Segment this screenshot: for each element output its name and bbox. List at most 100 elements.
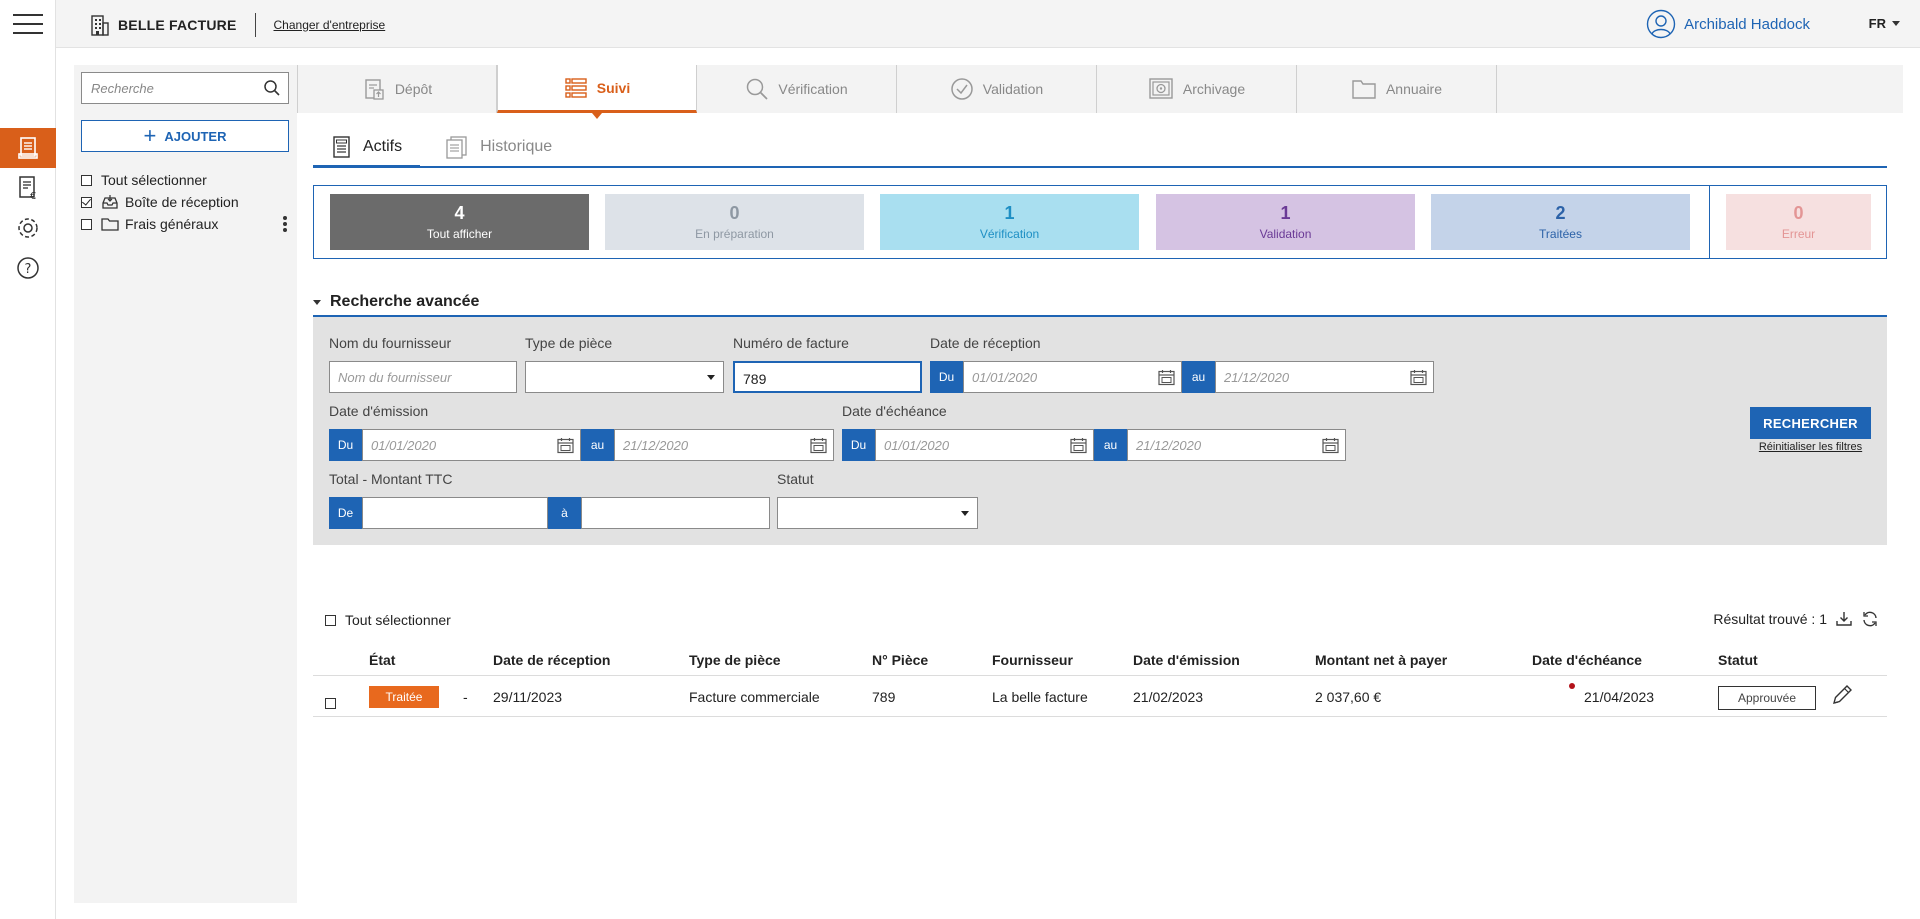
calendar-icon[interactable] [557,437,574,454]
inbox-icon [101,194,119,210]
more-options-icon[interactable] [283,216,287,234]
tab-suivi[interactable]: Suivi [497,65,697,119]
supplier-input[interactable]: Nom du fournisseur [329,361,517,393]
col-due-date[interactable]: Date d'échéance [1532,652,1642,668]
calendar-icon[interactable] [810,437,827,454]
row-dash: - [463,689,468,705]
add-button[interactable]: + AJOUTER [81,120,289,152]
tab-historique[interactable]: Historique [426,128,570,166]
card-show-all[interactable]: 4 Tout afficher [330,194,589,250]
card-processed[interactable]: 2 Traitées [1431,194,1690,250]
invoice-number-input[interactable]: 789 [733,361,922,393]
search-icon[interactable] [263,79,281,97]
status-badge: Approuvée [1718,686,1816,710]
general-expenses-checkbox[interactable] [81,218,92,230]
building-icon [91,15,109,36]
tab-annuaire[interactable]: Annuaire [1297,65,1497,113]
folder-item-general-expenses[interactable]: Frais généraux [81,213,291,235]
document-icon [331,135,353,159]
amount-to-input[interactable] [581,497,770,529]
brand-name: BELLE FACTURE [118,17,237,33]
download-icon[interactable] [1827,610,1853,628]
tab-depot[interactable]: Dépôt [297,65,497,113]
results-select-all-checkbox[interactable] [325,614,336,626]
due-to-date[interactable]: 21/12/2020 [1127,429,1346,461]
advanced-search-toggle[interactable]: Recherche avancée [313,293,479,311]
total-amount-label: Total - Montant TTC [329,471,453,487]
results-select-all[interactable]: Tout sélectionner [325,612,451,628]
calendar-icon[interactable] [1158,369,1175,386]
results-table-header: État Date de réception Type de pièce N° … [313,646,1887,676]
card-error[interactable]: 0 Erreur [1726,194,1871,250]
col-emission-date[interactable]: Date d'émission [1133,652,1240,668]
list-icon [564,76,588,100]
user-menu[interactable]: Archibald Haddock [1646,9,1810,39]
change-company-link[interactable]: Changer d'entreprise [273,18,386,32]
language-selector[interactable]: FR [1869,16,1900,31]
tab-archivage[interactable]: Archivage [1097,65,1297,113]
help-icon[interactable]: ? [0,248,56,288]
col-state[interactable]: État [369,652,396,668]
emission-to-date[interactable]: 21/12/2020 [614,429,834,461]
col-doc-type[interactable]: Type de pièce [689,652,781,668]
card-validation[interactable]: 1 Validation [1156,194,1415,250]
emission-to-tag: au [581,429,614,461]
edit-pencil-icon[interactable] [1830,683,1854,707]
amount-from-tag: De [329,497,362,529]
result-count: Résultat trouvé : 1 [1713,610,1879,628]
due-from-tag: Du [842,429,875,461]
caret-down-icon [961,511,969,516]
tab-actifs[interactable]: Actifs [313,128,421,168]
upload-document-icon [362,77,386,101]
search-button[interactable]: RECHERCHER [1750,407,1871,439]
table-row[interactable]: Traitée - 29/11/2023 Facture commerciale… [313,677,1887,717]
reception-from-date[interactable]: 01/01/2020 [963,361,1182,393]
hamburger-menu-icon[interactable] [13,14,43,34]
amount-from-input[interactable] [362,497,548,529]
doc-type-label: Type de pièce [525,335,613,351]
tab-verification[interactable]: Vérification [697,65,897,113]
col-reception-date[interactable]: Date de réception [493,652,611,668]
due-from-date[interactable]: 01/01/2020 [875,429,1094,461]
col-piece-number[interactable]: N° Pièce [872,652,929,668]
reset-filters-link[interactable]: Réinitialiser les filtres [1758,441,1863,453]
folder-item-inbox[interactable]: Boîte de réception [81,191,291,213]
safe-icon [1148,77,1174,101]
plus-icon: + [143,123,157,148]
folder-panel: Recherche + AJOUTER Tout sélectionner Bo… [74,65,297,903]
row-net-amount: 2 037,60 € [1315,689,1382,705]
card-in-preparation[interactable]: 0 En préparation [605,194,864,250]
select-all-checkbox[interactable] [81,174,92,186]
caret-down-icon [707,375,715,380]
doc-type-select[interactable] [525,361,724,393]
card-verification[interactable]: 1 Vérification [880,194,1139,250]
top-bar: BELLE FACTURE Changer d'entreprise Archi… [56,0,1920,48]
folder-icon [1351,78,1377,100]
col-status[interactable]: Statut [1718,652,1758,668]
reception-to-date[interactable]: 21/12/2020 [1215,361,1434,393]
select-all-folders[interactable]: Tout sélectionner [81,169,291,191]
calendar-icon[interactable] [1410,369,1427,386]
invoices-nav-icon[interactable] [0,128,56,168]
emission-from-date[interactable]: 01/01/2020 [362,429,581,461]
sub-tabs: Actifs Historique [313,128,1887,168]
col-supplier[interactable]: Fournisseur [992,652,1073,668]
status-select[interactable] [777,497,978,529]
tab-validation[interactable]: Validation [897,65,1097,113]
folder-search-input[interactable]: Recherche [81,72,289,104]
emission-from-tag: Du [329,429,362,461]
check-circle-icon [950,77,974,101]
inbox-checkbox[interactable] [81,196,92,208]
due-to-tag: au [1094,429,1127,461]
calendar-icon[interactable] [1322,437,1339,454]
invoice-euro-icon[interactable]: € [0,168,56,208]
row-reception-date: 29/11/2023 [493,689,563,705]
reception-to-tag: au [1182,361,1215,393]
refresh-icon[interactable] [1853,610,1879,628]
state-badge: Traitée [369,686,439,708]
calendar-icon[interactable] [1070,437,1087,454]
main-tabs: Dépôt Suivi Vérification Validation Arch… [297,65,1903,119]
col-net-amount[interactable]: Montant net à payer [1315,652,1448,668]
settings-gear-icon[interactable] [0,208,56,248]
row-checkbox[interactable] [325,698,336,709]
